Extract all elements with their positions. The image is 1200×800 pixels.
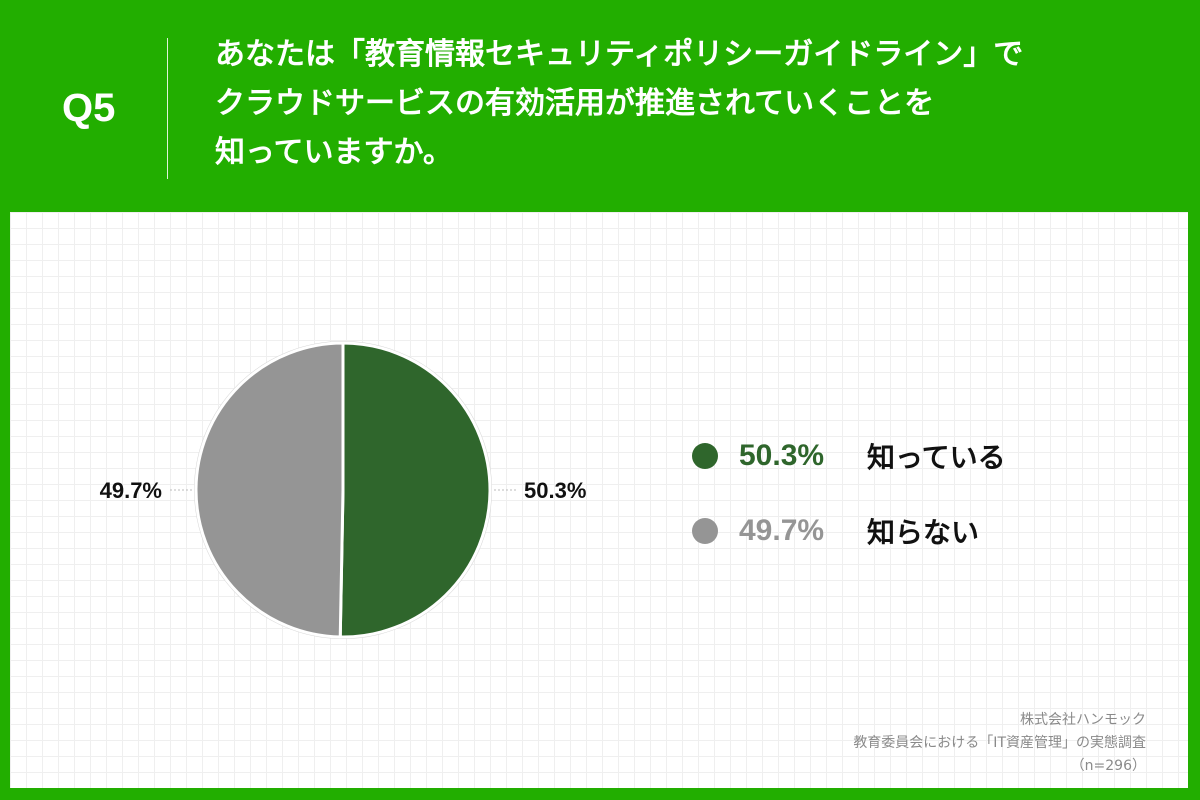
pie-slice-unknown — [194, 341, 345, 639]
legend-value-known: 50.3% — [739, 439, 825, 472]
legend-dot-unknown — [692, 518, 718, 544]
pie-data-label-unknown: 49.7% — [100, 478, 162, 503]
question-number: Q5 — [62, 86, 116, 130]
source-survey: 教育委員会における「IT資産管理」の実態調査 — [853, 735, 1146, 751]
question-line-1: あなたは「教育情報セキュリティポリシーガイドライン」で — [215, 37, 1024, 72]
chart-panel: 50.3% 49.7% 50.3% 知っている 49.7% 知らない 株式会社ハン… — [10, 212, 1188, 788]
source-company: 株式会社ハンモック — [1020, 712, 1146, 728]
source-sample-size: （n=296） — [1070, 758, 1146, 774]
source-note: 株式会社ハンモック 教育委員会における「IT資産管理」の実態調査 （n=296） — [853, 709, 1146, 778]
legend-dot-known — [692, 443, 718, 469]
legend-label-known: 知っている — [867, 441, 1006, 474]
question-line-3: 知っていますか。 — [215, 135, 453, 170]
legend-value-unknown: 49.7% — [739, 514, 825, 547]
legend-item-unknown: 49.7% 知らない — [692, 509, 1006, 553]
legend-item-known: 50.3% 知っている — [692, 434, 1006, 478]
legend-label-unknown: 知らない — [867, 516, 980, 549]
question-line-2: クラウドサービスの有効活用が推進されていくことを — [215, 86, 935, 121]
question-text: あなたは「教育情報セキュリティポリシーガイドライン」で クラウドサービスの有効活… — [215, 30, 1175, 177]
header-divider — [167, 38, 168, 179]
pie-data-label-known: 50.3% — [524, 478, 586, 503]
pie-slice-known — [338, 341, 492, 639]
chart-legend: 50.3% 知っている 49.7% 知らない — [692, 434, 1006, 584]
pie-chart: 50.3% 49.7% — [100, 341, 586, 639]
header-banner: Q5 あなたは「教育情報セキュリティポリシーガイドライン」で クラウドサービスの… — [0, 0, 1200, 212]
